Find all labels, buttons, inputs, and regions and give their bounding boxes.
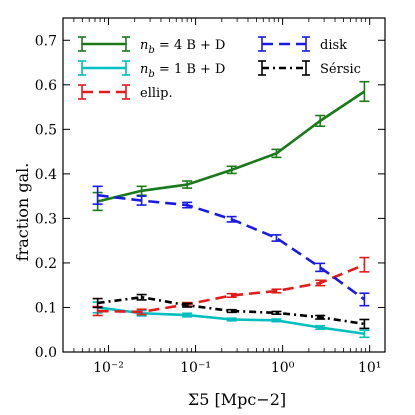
legend-layer: nb = 4 B + D nb = 1 B + D ellip. disk Sérsic bbox=[78, 36, 361, 101]
legend-label: nb = 4 B + D bbox=[140, 38, 225, 56]
x-tick-label: 10⁻² bbox=[93, 360, 124, 376]
plot-frame bbox=[62, 17, 386, 353]
data-point bbox=[271, 148, 282, 159]
data-point bbox=[182, 201, 193, 209]
y-tick-label: 0.4 bbox=[35, 167, 57, 183]
data-point bbox=[226, 308, 237, 314]
legend-label: nb = 1 B + D bbox=[140, 62, 225, 80]
legend-entry: nb = 1 B + D bbox=[78, 60, 225, 80]
data-point bbox=[315, 114, 326, 128]
data-point bbox=[182, 312, 193, 318]
data-point bbox=[315, 279, 326, 287]
data-point bbox=[226, 317, 237, 322]
data-point bbox=[315, 324, 326, 331]
y-tick-label: 0.5 bbox=[35, 122, 57, 138]
data-point bbox=[136, 195, 147, 206]
legend-label: Sérsic bbox=[320, 62, 361, 77]
data-point bbox=[271, 318, 282, 323]
x-tick-label: 10⁻¹ bbox=[180, 360, 211, 376]
y-tick-label: 0.7 bbox=[35, 33, 57, 49]
data-point bbox=[226, 165, 237, 175]
data-point bbox=[315, 314, 326, 320]
legend-entry: ellip. bbox=[78, 84, 173, 101]
data-point bbox=[359, 80, 370, 103]
data-point bbox=[359, 292, 370, 307]
data-point bbox=[359, 318, 370, 330]
y-tick-label: 0.1 bbox=[35, 300, 57, 316]
data-point bbox=[182, 180, 193, 189]
data-point bbox=[271, 234, 282, 242]
data-point bbox=[182, 302, 193, 308]
y-tick-label: 0.0 bbox=[35, 345, 57, 361]
y-tick-label: 0.6 bbox=[35, 78, 57, 94]
data-point bbox=[359, 329, 370, 339]
data-point bbox=[136, 185, 147, 197]
data-point bbox=[226, 215, 237, 223]
data-point bbox=[271, 310, 282, 315]
x-tick-label: 10⁰ bbox=[271, 360, 295, 376]
y-tick-label: 0.3 bbox=[35, 211, 57, 227]
legend-label: disk bbox=[320, 38, 347, 53]
legend-entry: Sérsic bbox=[258, 60, 361, 77]
legend-entry: nb = 4 B + D bbox=[78, 36, 225, 56]
data-point bbox=[136, 293, 147, 301]
y-axis-title: fraction gal. bbox=[13, 163, 32, 262]
data-point bbox=[92, 185, 103, 205]
legend-label: ellip. bbox=[140, 86, 173, 101]
legend-entry: disk bbox=[258, 36, 347, 53]
x-tick-label: 10¹ bbox=[358, 360, 381, 376]
data-point bbox=[92, 297, 103, 309]
data-point bbox=[359, 256, 370, 273]
data-point bbox=[136, 308, 147, 316]
x-axis-title: Σ5 [Mpc−2] bbox=[188, 390, 286, 409]
data-point bbox=[271, 288, 282, 294]
y-tick-label: 0.2 bbox=[35, 256, 57, 272]
axes-layer: 0.0 0.1 0.2 0.3 0.4 0.5 0.6 0.7 10⁻² 10⁻¹ 10⁰ 10¹ bbox=[35, 17, 386, 376]
data-point bbox=[226, 292, 237, 299]
data-point bbox=[315, 262, 326, 273]
plot-layer bbox=[92, 80, 370, 339]
